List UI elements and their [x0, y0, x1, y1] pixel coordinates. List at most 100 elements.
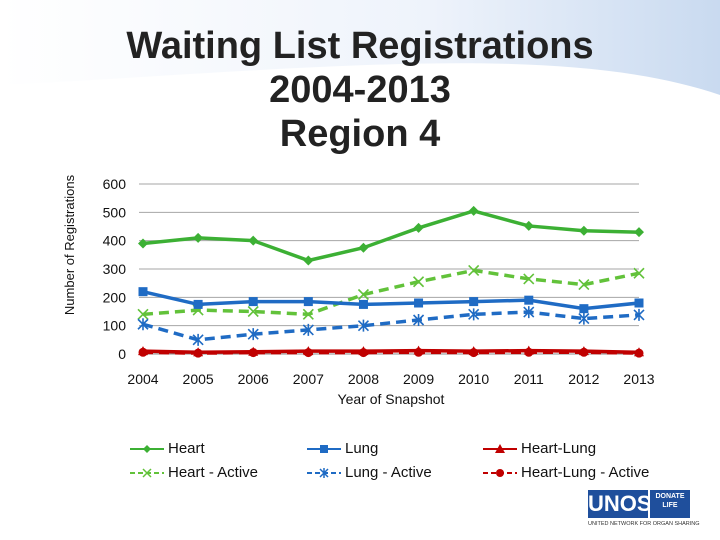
legend-item: Heart - Active	[130, 464, 258, 481]
data-point	[138, 238, 148, 249]
y-tick-label: 600	[103, 176, 127, 192]
data-point	[412, 276, 425, 288]
data-point	[302, 323, 314, 336]
data-point	[523, 220, 534, 231]
data-point	[357, 288, 370, 301]
data-point	[523, 306, 535, 319]
data-point	[357, 319, 370, 332]
series-line	[142, 268, 640, 317]
data-point	[634, 348, 644, 358]
legend-label: Lung	[345, 440, 379, 457]
data-point	[248, 348, 258, 358]
data-point	[358, 348, 368, 358]
legend-swatch	[307, 444, 341, 453]
data-point	[468, 264, 480, 276]
y-tick-label: 300	[103, 261, 127, 277]
data-point	[468, 308, 480, 321]
data-point	[138, 287, 148, 297]
data-point	[303, 297, 313, 307]
legend-label: Heart-Lung - Active	[521, 464, 650, 481]
title-line-1: Waiting List Registrations	[126, 25, 594, 67]
data-point	[358, 299, 368, 309]
data-point	[578, 225, 589, 236]
data-point	[193, 299, 203, 309]
title-line-3: Region 4	[279, 113, 441, 155]
legend-swatch	[307, 467, 341, 478]
chart-title: Waiting List Registrations 2004-2013 Reg…	[60, 24, 660, 156]
data-point	[303, 255, 314, 266]
data-point	[248, 297, 258, 307]
logo-main-text: UNOS	[588, 490, 652, 518]
data-point	[414, 298, 424, 308]
legend-item: Heart-Lung	[483, 440, 596, 457]
series-line	[142, 289, 640, 311]
logo-subtitle: UNITED NETWORK FOR ORGAN SHARING	[588, 521, 700, 527]
data-point	[413, 222, 424, 233]
data-point	[523, 273, 535, 285]
data-point	[302, 308, 314, 320]
legend-swatch	[130, 467, 164, 478]
data-point	[193, 348, 203, 358]
legend-label: Heart - Active	[168, 464, 259, 481]
data-point	[358, 242, 369, 253]
unos-logo: UNOS DONATE LIFE UNITED NETWORK FOR ORGA…	[588, 490, 700, 534]
y-tick-label: 400	[103, 233, 127, 249]
data-point	[192, 333, 204, 346]
legend-item: Heart-Lung - Active	[483, 464, 649, 481]
data-point	[248, 235, 259, 246]
data-point	[633, 267, 645, 279]
data-point	[137, 318, 149, 331]
x-tick-label: 2005	[183, 371, 214, 387]
legend-item: Heart	[130, 440, 205, 457]
data-point	[414, 347, 424, 357]
data-point	[578, 279, 590, 291]
legend-swatch	[130, 444, 164, 453]
data-point	[524, 295, 534, 305]
x-tick-label: 2009	[403, 371, 434, 387]
x-tick-label: 2008	[348, 371, 379, 387]
x-tick-label: 2010	[458, 371, 489, 387]
series-line	[142, 310, 640, 342]
data-point	[469, 348, 479, 358]
data-point	[137, 308, 149, 320]
data-point	[138, 347, 148, 357]
data-point	[578, 312, 590, 325]
data-point	[633, 308, 645, 321]
y-tick-label: 500	[103, 204, 127, 220]
y-tick-label: 200	[103, 289, 127, 305]
title-line-2: 2004-2013	[269, 69, 451, 111]
legend-label: Heart-Lung	[521, 440, 597, 457]
series-line	[142, 209, 640, 263]
data-point	[579, 347, 589, 357]
data-point	[193, 232, 204, 243]
legend-item: Lung	[307, 440, 378, 457]
series-line	[142, 350, 640, 355]
data-point	[303, 348, 313, 358]
legend-swatch	[483, 468, 517, 477]
x-axis-label: Year of Snapshot	[338, 391, 445, 407]
data-point	[247, 328, 259, 341]
data-point	[468, 205, 479, 216]
legend-label: Heart	[168, 440, 205, 457]
logo-side-text: DONATE LIFE	[650, 490, 690, 518]
x-tick-label: 2004	[127, 371, 158, 387]
data-point	[634, 227, 644, 238]
legend-label: Lung - Active	[345, 464, 432, 481]
legend-swatch	[483, 443, 517, 453]
x-tick-label: 2006	[238, 371, 269, 387]
x-tick-label: 2007	[293, 371, 324, 387]
x-tick-label: 2012	[568, 371, 599, 387]
data-point	[524, 347, 534, 357]
data-point	[412, 314, 425, 326]
data-point	[469, 297, 479, 307]
x-tick-label: 2011	[514, 371, 544, 387]
x-tick-label: 2013	[623, 371, 654, 387]
data-point	[634, 298, 644, 308]
y-tick-label: 100	[103, 318, 127, 334]
data-point	[247, 305, 259, 318]
y-tick-label: 0	[118, 346, 126, 362]
data-point	[579, 304, 589, 314]
legend-item: Lung - Active	[307, 464, 432, 481]
